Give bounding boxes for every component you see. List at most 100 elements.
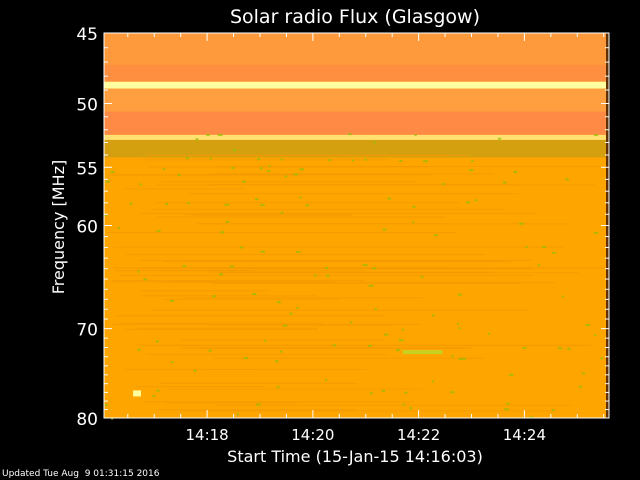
noise-speck xyxy=(578,385,583,388)
noise-speck xyxy=(170,299,175,302)
noise-speck xyxy=(284,175,288,178)
texture-line xyxy=(142,401,415,403)
noise-speck xyxy=(351,159,354,162)
noise-speck xyxy=(260,250,265,253)
texture-line xyxy=(152,309,528,311)
x-axis-label: Start Time (15-Jan-15 14:16:03) xyxy=(227,447,483,466)
noise-speck xyxy=(506,402,510,405)
noise-speck xyxy=(423,160,429,163)
noise-speck xyxy=(441,182,445,185)
noise-speck xyxy=(296,251,301,254)
texture-line xyxy=(194,155,448,157)
texture-line xyxy=(188,193,519,195)
texture-line xyxy=(195,223,568,225)
noise-speck xyxy=(451,355,454,358)
y-axis-label: Frequency [MHz] xyxy=(49,160,68,294)
texture-line xyxy=(135,386,265,388)
noise-speck xyxy=(383,333,389,336)
spectral-band xyxy=(104,81,609,89)
texture-line xyxy=(137,327,318,329)
noise-speck xyxy=(364,158,368,161)
noise-speck xyxy=(581,372,586,375)
noise-speck xyxy=(404,391,408,394)
noise-speck xyxy=(256,403,261,406)
noise-speck xyxy=(193,369,197,372)
noise-speck xyxy=(165,202,169,205)
texture-line xyxy=(126,254,485,256)
noise-speck xyxy=(458,358,462,361)
noise-speck xyxy=(117,227,120,230)
texture-line xyxy=(120,322,323,324)
noise-speck xyxy=(374,308,377,311)
noise-speck xyxy=(289,312,293,315)
texture-line xyxy=(107,232,457,234)
noise-speck xyxy=(542,246,547,249)
noise-speck xyxy=(242,180,246,183)
noise-speck xyxy=(399,160,403,163)
texture-line xyxy=(113,323,421,325)
noise-speck xyxy=(594,334,597,337)
noise-speck xyxy=(433,234,438,237)
noise-speck xyxy=(465,201,470,204)
noise-speck xyxy=(220,231,225,234)
noise-speck xyxy=(456,322,460,325)
noise-speck xyxy=(458,327,461,330)
texture-line xyxy=(162,298,341,300)
noise-speck xyxy=(368,284,374,287)
texture-line xyxy=(139,212,536,214)
noise-speck xyxy=(525,245,528,248)
noise-speck xyxy=(206,133,210,136)
noise-speck xyxy=(143,278,148,281)
noise-speck xyxy=(328,159,332,162)
noise-speck xyxy=(256,158,261,161)
noise-speck xyxy=(350,321,353,324)
texture-line xyxy=(220,272,579,274)
noise-speck xyxy=(314,274,317,277)
noise-speck xyxy=(280,211,284,214)
noise-speck xyxy=(111,417,114,420)
texture-line xyxy=(208,324,393,326)
noise-speck xyxy=(279,350,283,353)
noise-speck xyxy=(232,149,237,152)
radio-burst xyxy=(133,390,142,397)
noise-speck xyxy=(522,346,527,349)
noise-speck xyxy=(387,197,392,200)
texture-line xyxy=(146,353,387,355)
noise-speck xyxy=(260,204,265,207)
noise-speck xyxy=(274,360,279,363)
noise-speck xyxy=(382,228,387,231)
noise-speck xyxy=(461,357,466,360)
noise-speck xyxy=(412,221,415,224)
noise-speck xyxy=(593,231,599,234)
noise-speck xyxy=(276,301,281,304)
texture-line xyxy=(119,274,533,276)
spectral-band xyxy=(104,64,609,82)
noise-speck xyxy=(561,295,564,298)
spectral-band xyxy=(104,33,609,65)
noise-speck xyxy=(362,264,368,267)
noise-speck xyxy=(208,349,212,352)
noise-speck xyxy=(567,347,571,350)
noise-speck xyxy=(236,413,239,416)
texture-line xyxy=(157,216,446,218)
drifting-emission-line xyxy=(402,350,443,355)
noise-speck xyxy=(299,196,302,199)
y-tick-label: 80 xyxy=(76,410,98,430)
noise-speck xyxy=(381,389,386,392)
noise-speck xyxy=(502,181,507,184)
noise-speck xyxy=(139,183,142,186)
noise-speck xyxy=(409,407,413,410)
texture-line xyxy=(113,246,565,248)
texture-line xyxy=(111,279,366,281)
x-tick-label: 14:18 xyxy=(185,426,228,444)
texture-line xyxy=(124,368,258,370)
noise-speck xyxy=(395,349,401,352)
x-tick-label: 14:20 xyxy=(291,426,334,444)
texture-line xyxy=(215,173,401,175)
texture-line xyxy=(182,297,423,299)
noise-speck xyxy=(268,165,271,168)
spectral-band xyxy=(104,157,609,418)
texture-line xyxy=(113,267,599,269)
noise-speck xyxy=(450,391,455,394)
noise-speck xyxy=(537,264,541,267)
